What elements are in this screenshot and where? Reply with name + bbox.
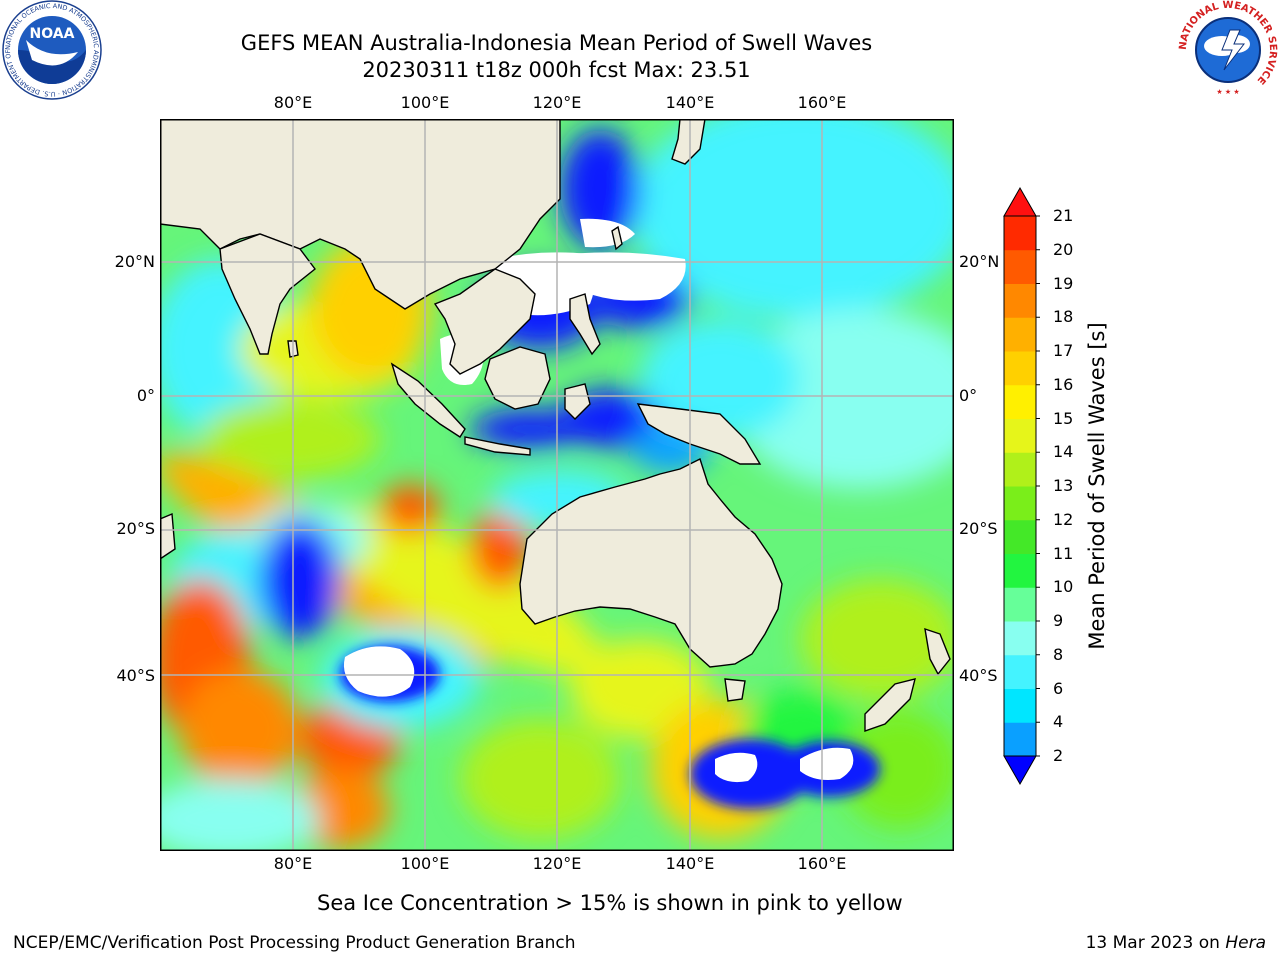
colorbar-tick-label: 13: [1053, 476, 1074, 495]
colorbar-tick-label: 15: [1053, 408, 1074, 428]
colorbar-segment: [1004, 452, 1036, 487]
footer-date-text: 13 Mar 2023 on: [1085, 933, 1226, 953]
footer-date: 13 Mar 2023 on Hera: [1086, 933, 1266, 953]
colorbar-tick-label: 8: [1053, 644, 1064, 664]
colorbar-tick-label: 2: [1053, 746, 1064, 765]
svg-text:★ ★ ★: ★ ★ ★: [1216, 88, 1239, 96]
colorbar-segment: [1004, 317, 1036, 352]
map-title: GEFS MEAN Australia-Indonesia Mean Perio…: [240, 31, 873, 55]
swell-period-map: [140, 99, 990, 859]
colorbar-segment: [1004, 249, 1036, 284]
x-tick-top-140e: 140°E: [665, 93, 715, 112]
colorbar-segment: [1004, 722, 1036, 757]
colorbar-segment: [1004, 621, 1036, 656]
colorbar-segment: [1004, 351, 1036, 386]
sea-ice-note: Sea Ice Concentration > 15% is shown in …: [317, 891, 903, 915]
x-tick-bottom-80e: 80°E: [273, 854, 313, 873]
colorbar-graphic: [1003, 186, 1042, 786]
y-tick-right-40s: 40°S: [959, 666, 998, 685]
footer-host: Hera: [1225, 933, 1266, 953]
colorbar-segment: [1004, 384, 1036, 419]
colorbar-segment: [1004, 486, 1036, 521]
colorbar-tick-label: 12: [1053, 509, 1074, 529]
noaa-logo: NATIONAL OCEANIC AND ATMOSPHERIC ADMINIS…: [0, 0, 102, 100]
colorbar-tick-label: 10: [1053, 577, 1074, 597]
x-tick-bottom-140e: 140°E: [665, 854, 715, 873]
y-tick-left-0: 0°: [136, 386, 155, 405]
y-tick-right-20n: 20°N: [959, 252, 1000, 271]
x-tick-bottom-120e: 120°E: [532, 854, 582, 873]
colorbar-tick-label: 11: [1053, 543, 1074, 563]
colorbar-segment: [1004, 283, 1036, 318]
colorbar-tick-label: 4: [1053, 712, 1064, 732]
colorbar-segment: [1004, 216, 1036, 251]
colorbar-segment: [1004, 654, 1036, 689]
colorbar-tick-label: 19: [1053, 273, 1074, 293]
y-tick-right-20s: 20°S: [959, 519, 998, 538]
colorbar-segment: [1004, 418, 1036, 453]
y-tick-left-20s: 20°S: [116, 519, 155, 538]
svg-text:NOAA: NOAA: [30, 26, 75, 42]
x-tick-bottom-160e: 160°E: [797, 854, 847, 873]
colorbar-tick-label: 6: [1053, 678, 1064, 698]
y-tick-left-40s: 40°S: [116, 666, 155, 685]
colorbar-tick-label: 16: [1053, 374, 1074, 394]
x-tick-top-160e: 160°E: [797, 93, 847, 112]
x-tick-top-80e: 80°E: [273, 93, 313, 112]
x-tick-top-100e: 100°E: [400, 93, 450, 112]
map-canvas: [140, 99, 990, 859]
footer-credit: NCEP/EMC/Verification Post Processing Pr…: [13, 933, 576, 953]
colorbar-over-triangle: [1003, 186, 1037, 217]
colorbar-tick-label: 21: [1053, 206, 1074, 225]
colorbar-segment: [1004, 688, 1036, 723]
map-subtitle: 20230311 t18z 000h fcst Max: 23.51: [362, 58, 751, 82]
nws-logo: NATIONAL WEATHER SERVICE ★ ★ ★: [1178, 0, 1278, 100]
colorbar-segment: [1004, 519, 1036, 554]
colorbar-segment: [1004, 553, 1036, 588]
colorbar-tick-label: 17: [1053, 341, 1074, 360]
colorbar: [1000, 186, 1042, 786]
colorbar-segment: [1004, 587, 1036, 622]
colorbar-tick-label: 14: [1053, 442, 1074, 462]
colorbar-under-triangle: [1003, 755, 1037, 786]
y-tick-left-20n: 20°N: [114, 252, 155, 271]
y-tick-right-0: 0°: [959, 386, 978, 405]
colorbar-tick-label: 20: [1053, 239, 1074, 259]
x-tick-top-120e: 120°E: [532, 93, 582, 112]
colorbar-tick-label: 18: [1053, 307, 1074, 327]
colorbar-tick-label: 9: [1053, 611, 1064, 630]
x-tick-bottom-100e: 100°E: [400, 854, 450, 873]
graticule: [160, 119, 954, 851]
